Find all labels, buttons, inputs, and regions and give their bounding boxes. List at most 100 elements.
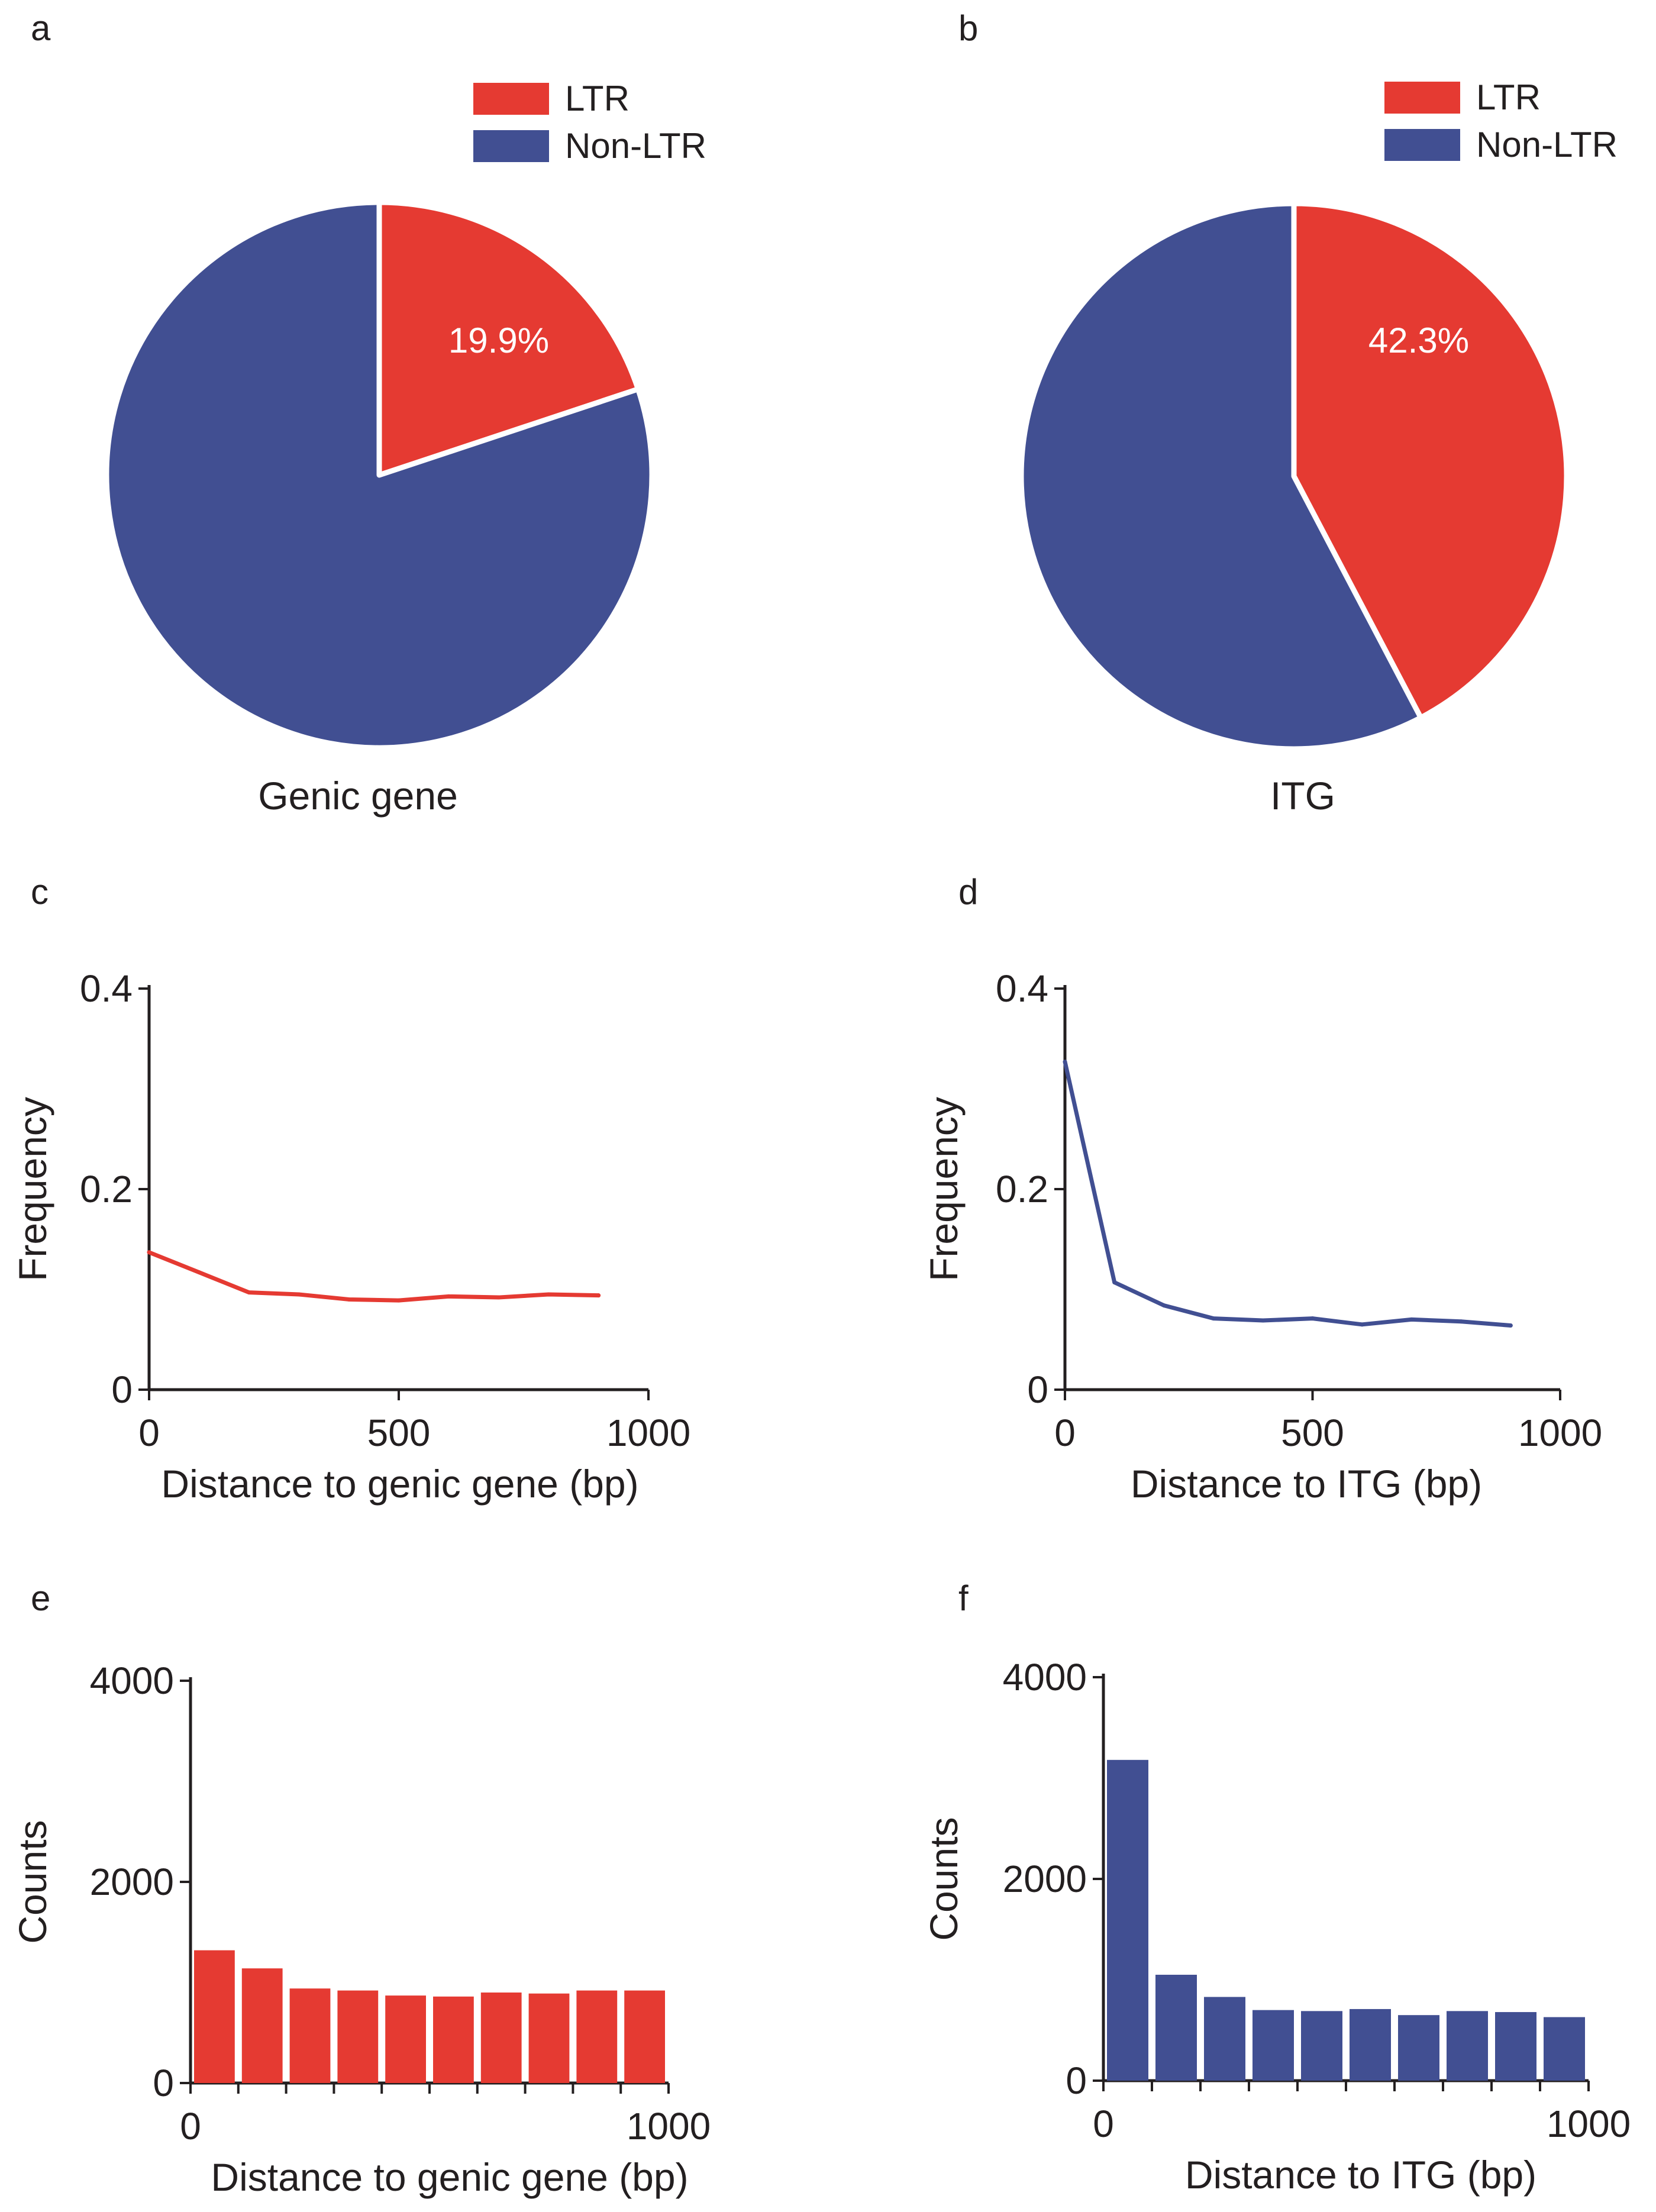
pie-title: ITG	[1270, 774, 1335, 818]
line-chart-genic-gene: 0 500 1000 0 0.2 0.4 Distance to genic gene (b…	[11, 967, 690, 1506]
data-point	[1261, 1318, 1266, 1323]
bar	[1350, 2008, 1391, 2081]
bar	[1398, 2015, 1439, 2081]
legend-swatch-nonltr	[473, 130, 549, 162]
pie-slice-nonltr	[104, 199, 655, 751]
legend-swatch-nonltr	[1384, 129, 1460, 161]
x-tick-label: 1000	[606, 1412, 690, 1454]
data-point	[546, 1292, 551, 1297]
data-point	[1409, 1317, 1414, 1322]
x-axis-label: Distance to ITG (bp)	[1185, 2153, 1536, 2197]
bar	[385, 1995, 426, 2083]
x-tick-label: 500	[1281, 1412, 1344, 1454]
x-axis-label: Distance to genic gene (bp)	[211, 2155, 688, 2199]
x-tick-label: 1000	[627, 2105, 711, 2148]
data-point	[1310, 1316, 1315, 1321]
x-tick-label: 0	[180, 2105, 201, 2148]
data-point	[347, 1297, 351, 1302]
panel-letter-c: c	[31, 872, 49, 912]
data-point	[196, 1270, 201, 1275]
bar	[194, 1950, 235, 2083]
data-point	[496, 1295, 501, 1300]
data-point	[1211, 1316, 1216, 1321]
bar	[1495, 2012, 1536, 2081]
bar	[576, 1990, 618, 2083]
y-axis-label: Frequency	[922, 1097, 966, 1281]
bar	[528, 1993, 570, 2083]
x-tick-label: 0	[138, 1412, 160, 1454]
y-tick-label: 0	[1027, 1368, 1048, 1411]
panel-letter-a: a	[31, 8, 51, 48]
x-tick-label: 1000	[1547, 2103, 1631, 2145]
bar	[1447, 2011, 1488, 2081]
y-tick-label: 0.4	[996, 967, 1048, 1010]
series-line	[147, 1250, 601, 1303]
data-point	[1161, 1303, 1166, 1308]
data-point	[1063, 1060, 1067, 1064]
data-point	[147, 1250, 151, 1255]
data-point	[296, 1292, 301, 1297]
legend-swatch-ltr	[1384, 82, 1460, 114]
data-point	[396, 1298, 401, 1303]
pie-chart-itg	[1018, 201, 1570, 752]
bar-chart-itg: 0 1000 0 2000 4000 Distance to ITG (bp) Counts	[922, 1656, 1631, 2197]
y-tick-label: 2000	[1003, 1858, 1087, 1900]
pie-title: Genic gene	[258, 774, 458, 818]
bar	[289, 1988, 331, 2083]
bar	[1204, 1997, 1245, 2081]
pie-slice-ltr	[1291, 201, 1570, 721]
bar	[1301, 2011, 1342, 2081]
x-tick-label: 0	[1093, 2103, 1114, 2145]
bar-chart-genic-gene: 0 1000 0 2000 4000 Distance to genic gene (bp…	[11, 1659, 711, 2199]
pie-slice-ltr	[376, 199, 641, 478]
bar	[241, 1968, 283, 2083]
legend-swatch-ltr	[473, 83, 549, 115]
bar	[1107, 1759, 1148, 2081]
y-tick-label: 0.2	[996, 1168, 1048, 1210]
y-tick-label: 0.2	[80, 1168, 133, 1210]
panel-letter-d: d	[958, 872, 978, 912]
legend-label-ltr: LTR	[1476, 77, 1541, 117]
data-point	[596, 1293, 601, 1298]
bar	[480, 1993, 522, 2083]
pie-slice-label: 19.9%	[448, 321, 549, 360]
bar	[1155, 1974, 1197, 2081]
line-chart-itg: 0 500 1000 0 0.2 0.4 Distance to ITG (bp) Frequ…	[922, 967, 1602, 1506]
y-axis-label: Frequency	[11, 1097, 54, 1281]
panel-letter-b: b	[958, 8, 978, 48]
y-tick-label: 0.4	[80, 967, 133, 1010]
y-tick-label: 2000	[90, 1861, 174, 1903]
data-point	[1360, 1322, 1364, 1327]
series-line	[1063, 1060, 1513, 1328]
data-point	[1112, 1280, 1117, 1285]
y-tick-label: 4000	[90, 1659, 174, 1702]
legend-label-nonltr: Non-LTR	[565, 126, 706, 166]
pie-chart-genic-gene	[104, 199, 655, 751]
x-axis-label: Distance to ITG (bp)	[1131, 1462, 1482, 1506]
x-tick-label: 500	[367, 1412, 431, 1454]
legend-label-nonltr: Non-LTR	[1476, 125, 1618, 164]
y-tick-label: 4000	[1003, 1656, 1087, 1698]
y-axis-label: Counts	[922, 1817, 966, 1940]
data-point	[247, 1290, 251, 1295]
bar	[1253, 2010, 1294, 2081]
panel-letter-e: e	[31, 1578, 50, 1618]
bar	[1544, 2017, 1585, 2081]
bar	[624, 1990, 665, 2083]
legend-label-ltr: LTR	[565, 79, 630, 118]
y-axis-label: Counts	[11, 1820, 54, 1943]
bar	[337, 1990, 379, 2083]
data-point	[446, 1294, 451, 1299]
y-tick-label: 0	[1066, 2059, 1087, 2102]
y-tick-label: 0	[153, 2062, 174, 2104]
x-tick-label: 1000	[1518, 1412, 1602, 1454]
pie-slice-nonltr	[1018, 201, 1423, 752]
data-point	[1508, 1323, 1513, 1328]
x-axis-label: Distance to genic gene (bp)	[161, 1462, 638, 1506]
data-point	[1459, 1319, 1464, 1324]
bar	[433, 1996, 474, 2083]
pie-slice-label: 42.3%	[1368, 321, 1469, 360]
y-tick-label: 0	[111, 1368, 133, 1411]
x-tick-label: 0	[1054, 1412, 1076, 1454]
